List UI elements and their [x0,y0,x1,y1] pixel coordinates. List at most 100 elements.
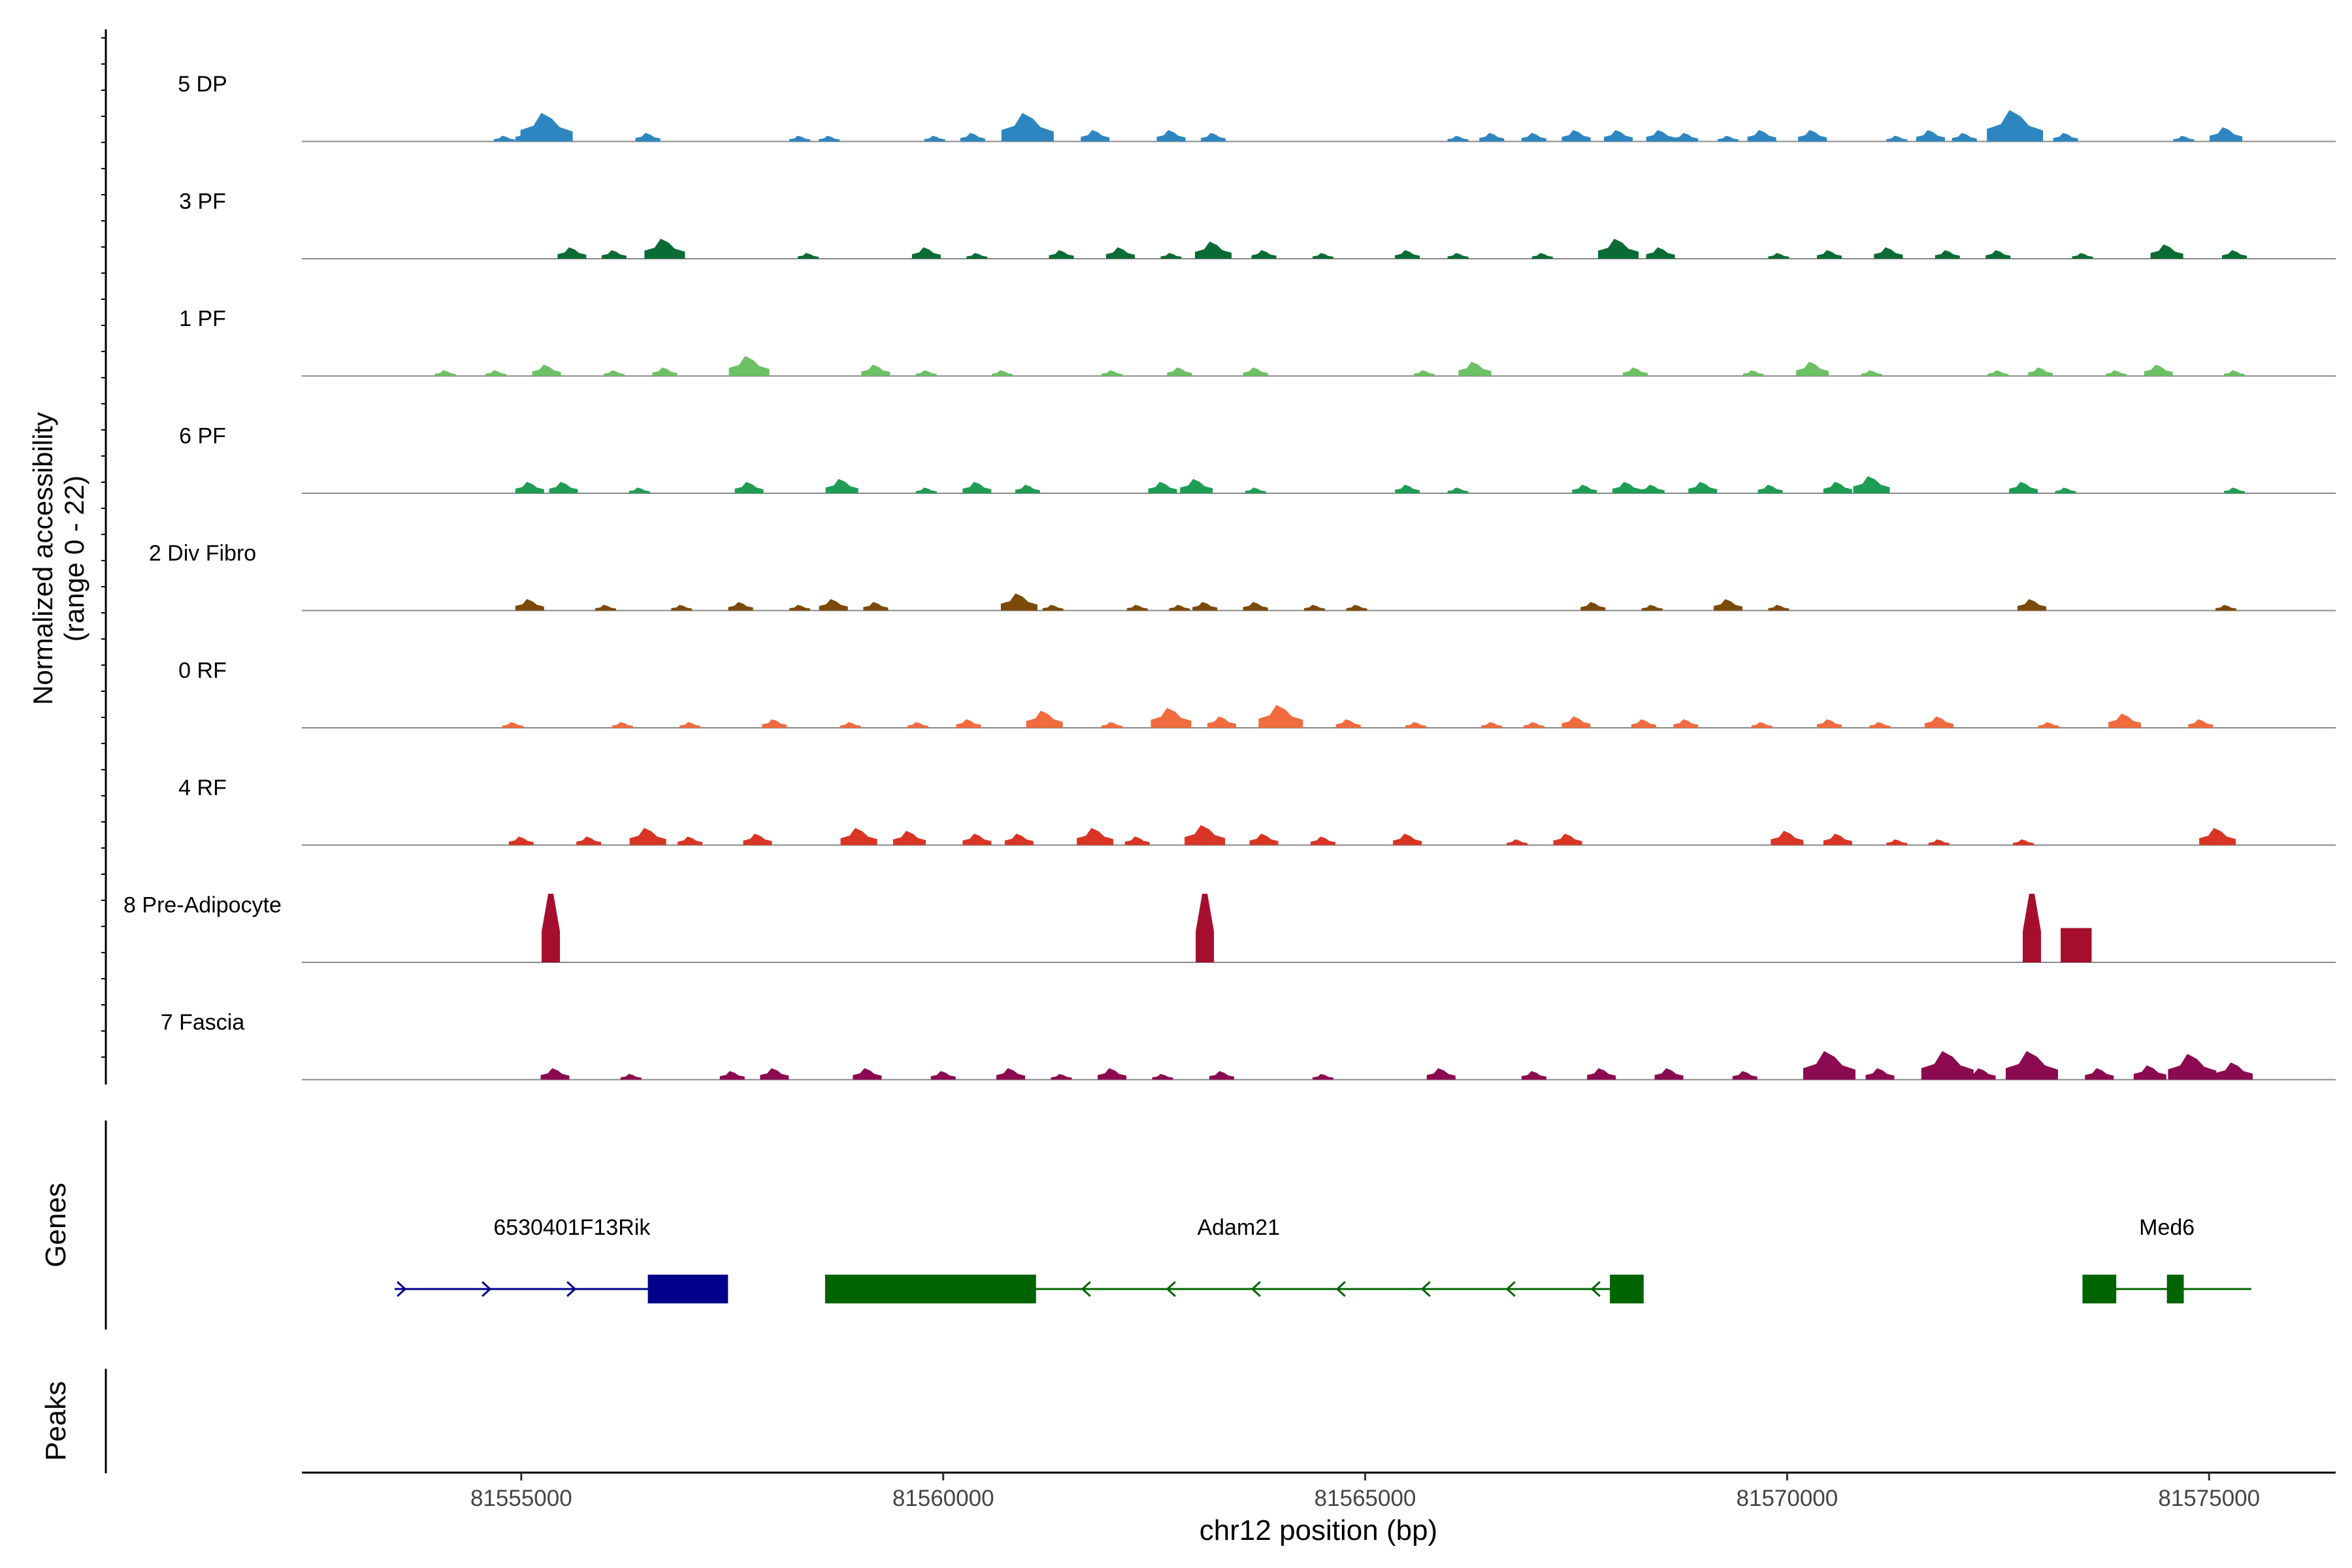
coverage-peak [515,482,544,493]
coverage-peak [1479,133,1505,142]
coverage-peak [840,722,861,728]
coverage-peak [915,487,937,493]
gene-label: Adam21 [1197,1215,1280,1240]
gene-exon [825,1275,1036,1303]
gene-exon [2082,1275,2117,1303]
coverage-peak [1249,834,1279,845]
coverage-peak [1803,1051,1855,1080]
coverage-peak [1015,484,1040,493]
coverage-peak [2053,133,2078,142]
coverage-peak [2150,244,2183,259]
coverage-peak [893,830,926,845]
coverage-peak [1924,716,1953,728]
y-axis-label-line1: Normalized accessibility [27,412,58,705]
coverage-peak [1458,361,1492,376]
coverage-peak [1771,830,1804,845]
coverage-peak [2215,1062,2253,1080]
coverage-peak [2009,482,2038,493]
coverage-peak [2022,894,2041,962]
coverage-peak [1051,1073,1072,1080]
coverage-peak [1631,719,1656,728]
coverage-peak [502,722,523,728]
coverage-peak [671,604,693,611]
coverage-peak [1816,250,1842,259]
coverage-peak [1304,604,1326,611]
coverage-peak [515,599,544,611]
coverage-peak [1823,834,1852,845]
coverage-peak [861,365,890,376]
coverage-peak [1098,1068,1127,1080]
x-tick-label: 81555000 [470,1486,572,1511]
gene-exon [2166,1275,2184,1303]
strand-arrow-icon [1250,1281,1261,1298]
coverage-peak [1346,604,1367,611]
track-label: 2 Div Fibro [149,541,256,566]
coverage-peak [1245,487,1266,493]
coverage-peak [1195,241,1232,259]
coverage-peak [1886,135,1908,142]
y-axis-label-line2: (range 0 - 22) [59,476,90,642]
coverage-peak [1180,479,1213,493]
coverage-peak [1160,253,1182,259]
coverage-peak [1148,482,1177,493]
coverage-peak [1732,1071,1757,1080]
coverage-peak [1604,130,1633,142]
coverage-peak [2073,928,2092,962]
coverage-peak [1447,135,1469,142]
coverage-peak [1447,253,1469,259]
coverage-peak [1612,482,1641,493]
coverage-peak [1935,250,1960,259]
coverage-peak [1004,834,1034,845]
gene-label: Med6 [2139,1215,2195,1240]
track-8: 8 Pre-Adipocyte [123,893,2336,963]
coverage-peak [1639,484,1665,493]
track-label: 3 PF [179,189,226,214]
coverage-peak [743,834,772,845]
coverage-y-ticks [101,37,106,1058]
coverage-peak [1156,130,1186,142]
coverage-peak [1312,1073,1333,1080]
coverage-peak [2223,487,2245,493]
coverage-peak [1747,130,1776,142]
coverage-peak [1928,839,1950,845]
gene-exon [647,1275,728,1303]
coverage-peak [1580,602,1606,611]
coverage-peak [2017,599,2046,611]
coverage-peak [1853,476,1890,493]
coverage-peak [1001,112,1054,142]
coverage-peak [1622,367,1648,376]
coverage-peak [1152,1073,1173,1080]
coverage-peak [508,836,534,845]
coverage-peak [2173,135,2195,142]
x-axis-ticks: 81555000 81560000 81565000 81570000 81575000 [470,1473,2260,1511]
coverage-peak [1102,370,1123,376]
coverage-peak [1646,247,1675,259]
coverage-peak [719,1071,745,1080]
gene-exon [1610,1275,1644,1303]
coverage-peak [1196,894,1215,962]
coverage-peak [1167,367,1192,376]
coverage-peak [962,834,992,845]
coverage-peak [1335,719,1361,728]
x-tick-label: 81560000 [892,1486,994,1511]
coverage-peak [1447,487,1469,493]
coverage-peak [1312,253,1333,259]
coverage-peak [762,719,787,728]
coverage-peak [1169,604,1190,611]
strand-arrow-icon [1081,1281,1091,1298]
coverage-peak [915,370,937,376]
coverage-peak [1258,705,1303,728]
coverage-peak [2188,719,2213,728]
coverage-peak [2199,828,2236,845]
coverage-peak [734,482,764,493]
coverage-peak [1717,135,1739,142]
coverage-peak [2223,370,2245,376]
coverage-peak [1405,722,1427,728]
coverage-peak [635,133,661,142]
coverage-peak [2005,1051,2058,1080]
coverage-peak [1688,482,1718,493]
coverage-peak [728,602,753,611]
coverage-peak [629,487,650,493]
coverage-peak [1985,250,2011,259]
coverage-peak [1987,110,2044,142]
